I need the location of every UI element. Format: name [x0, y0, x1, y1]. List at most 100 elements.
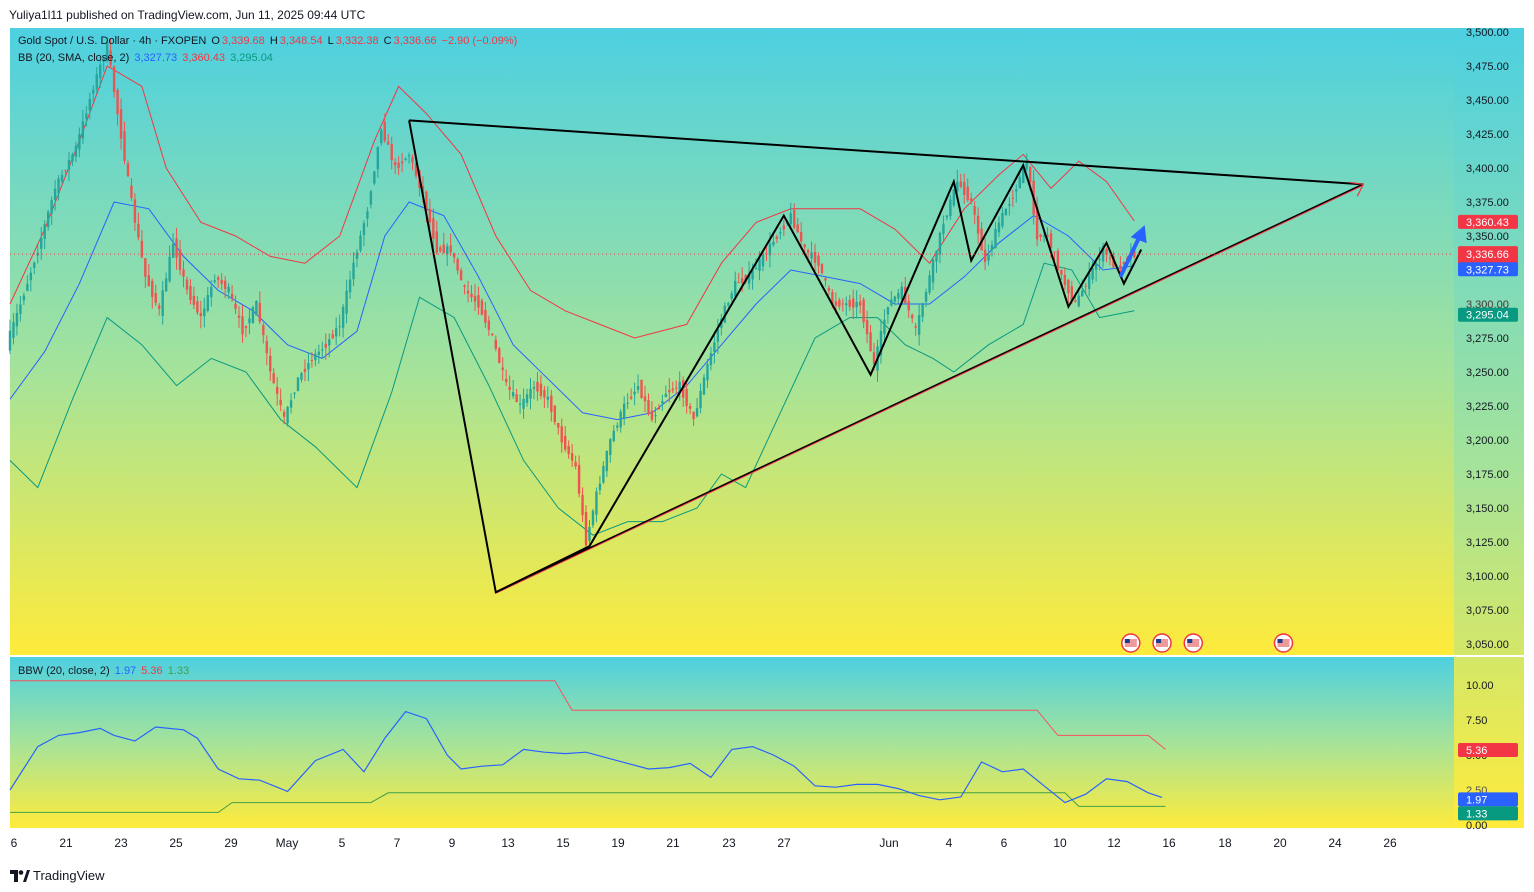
candle-body — [709, 353, 713, 366]
economic-event-marker[interactable] — [1152, 633, 1172, 653]
candle-body — [26, 283, 29, 291]
candle — [85, 105, 88, 127]
candle — [33, 261, 36, 275]
candle — [355, 249, 359, 268]
candle-body — [626, 402, 629, 404]
candle — [911, 313, 914, 324]
candle — [64, 169, 67, 176]
upper-trendline — [408, 119, 1364, 186]
time-tick-label: 21 — [59, 836, 73, 850]
candle — [633, 382, 636, 406]
time-tick-label: 6 — [11, 836, 18, 850]
candle — [692, 411, 695, 427]
bb-basis-price-tag-bg — [1458, 262, 1518, 277]
candle — [917, 303, 921, 346]
candle — [997, 216, 1001, 238]
candle-body — [1067, 279, 1070, 294]
candle-body — [799, 232, 803, 242]
candle — [317, 344, 321, 364]
price-scale-background[interactable] — [1454, 28, 1524, 828]
economic-event-marker[interactable] — [1121, 633, 1141, 653]
candle — [713, 331, 716, 364]
candle-body — [289, 400, 293, 408]
candle — [241, 305, 244, 343]
candle — [105, 37, 109, 63]
time-tick-label: 16 — [1162, 836, 1176, 850]
time-tick-label: 23 — [114, 836, 128, 850]
candle — [907, 294, 910, 319]
candle — [491, 333, 494, 337]
candle-body — [217, 277, 220, 280]
candle-body — [88, 98, 92, 111]
candle-body — [185, 279, 189, 290]
economic-event-marker[interactable] — [1273, 633, 1294, 653]
candle-body — [258, 302, 262, 322]
legend-h-value: 3,348.54 — [279, 35, 323, 47]
candle — [439, 245, 442, 253]
us-flag-stripes — [1124, 639, 1137, 647]
candle-body — [411, 157, 414, 163]
candle-body — [914, 326, 917, 328]
bb-legend-basis: 3,327.73 — [134, 52, 178, 64]
bb-upper-band — [9, 65, 1135, 339]
candle — [227, 283, 230, 300]
economic-event-marker[interactable] — [1183, 633, 1204, 653]
candle — [289, 393, 293, 414]
candle — [557, 422, 560, 435]
candle-body — [824, 278, 827, 281]
candle-body — [1022, 166, 1025, 183]
candle-body — [324, 343, 327, 348]
candle — [296, 377, 300, 392]
candle-body — [196, 301, 199, 313]
candle — [959, 173, 962, 189]
candle — [681, 376, 685, 407]
price-tick-label: 3,050.00 — [1466, 639, 1509, 651]
candle-body — [15, 312, 19, 327]
candle — [328, 333, 331, 358]
candle — [192, 286, 196, 310]
candle-body — [928, 275, 931, 293]
candle-body — [806, 250, 810, 253]
candle — [314, 348, 317, 367]
candle — [130, 178, 133, 202]
time-axis-background[interactable] — [10, 828, 1524, 852]
candle-body — [210, 286, 213, 298]
candle-body — [244, 325, 248, 328]
candle-body — [1112, 255, 1115, 268]
candle — [244, 325, 248, 338]
time-tick-label: 15 — [556, 836, 570, 850]
candle-body — [310, 360, 314, 362]
candle-body — [213, 280, 216, 282]
candle — [727, 301, 730, 309]
bb-legend-label: BB (20, SMA, close, 2) — [18, 52, 130, 64]
candle-body — [81, 121, 85, 139]
candle-body — [983, 249, 987, 263]
candle-body — [60, 174, 64, 182]
candle — [206, 287, 209, 313]
candle — [636, 374, 640, 394]
candle — [522, 388, 525, 419]
candle — [53, 179, 57, 211]
candle — [1018, 172, 1021, 189]
us-flag-canton — [1156, 639, 1162, 643]
candle — [605, 450, 609, 477]
candle-body — [820, 263, 824, 274]
candle — [543, 386, 546, 408]
candle-body — [616, 425, 619, 428]
candle-body — [1070, 286, 1074, 301]
candle — [865, 310, 869, 344]
candle-body — [227, 286, 230, 293]
candle — [938, 231, 942, 264]
candle — [1108, 252, 1112, 266]
candle-body — [432, 218, 435, 239]
candle-body — [609, 439, 612, 456]
candle-body — [439, 247, 442, 252]
candle — [359, 230, 362, 253]
candle — [95, 67, 98, 94]
candle — [393, 157, 397, 174]
candle — [1098, 247, 1101, 271]
publisher-header: Yuliya1l11 published on TradingView.com,… — [0, 0, 1534, 28]
candle — [550, 389, 553, 422]
legend-change: −2.90 (−0.09%) — [441, 35, 518, 47]
